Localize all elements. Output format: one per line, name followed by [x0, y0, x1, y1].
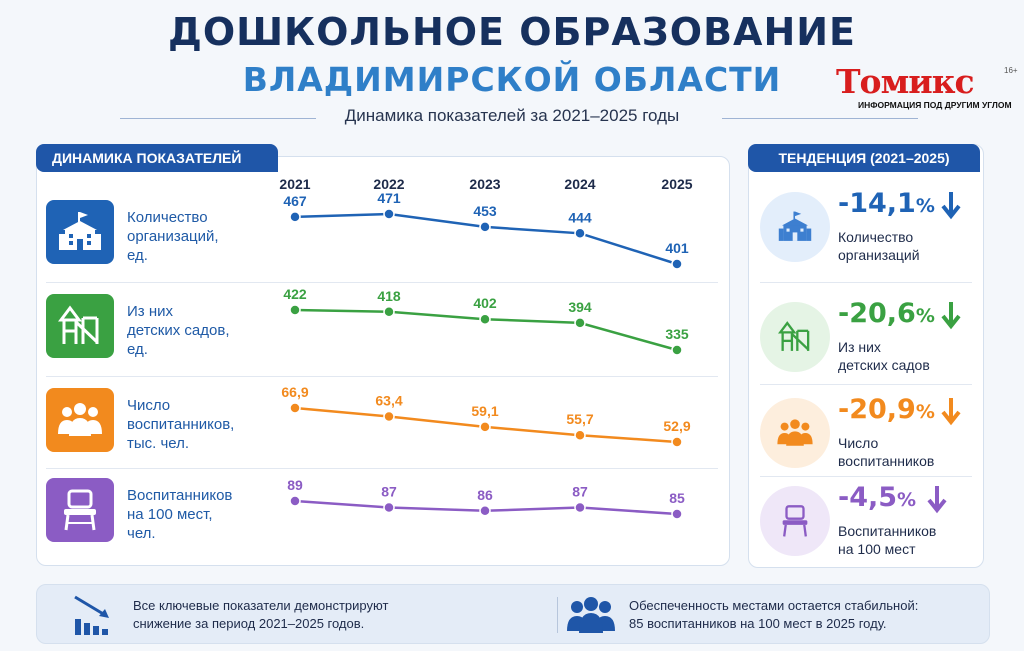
trend-card-pupils-per-100: -4,5% Воспитанников на 100 мест	[760, 480, 982, 570]
data-label: 86	[477, 487, 493, 503]
arrow-down-icon	[941, 192, 961, 220]
data-label: 55,7	[566, 411, 593, 427]
data-label: 85	[669, 490, 685, 506]
dynamics-panel	[36, 156, 730, 566]
chair-icon	[760, 486, 830, 556]
chart-subtitle: Динамика показателей за 2021–2025 годы	[344, 106, 680, 125]
data-point	[383, 306, 395, 318]
logo-tagline: ИНФОРМАЦИЯ ПОД ДРУГИМ УГЛОМ	[858, 100, 1012, 110]
data-point	[671, 436, 683, 448]
data-point	[574, 501, 586, 514]
trend-divider	[760, 476, 972, 477]
trend-divider	[760, 282, 972, 283]
school-building-icon	[46, 200, 114, 264]
school-building-icon	[760, 192, 830, 262]
footer-right-text: Обеспеченность местами остается стабильн…	[629, 598, 919, 631]
data-point	[671, 344, 683, 356]
summary-footer: Все ключевые показатели демонстрируют сн…	[36, 584, 990, 644]
people-group-icon	[567, 597, 615, 633]
data-point	[479, 505, 491, 517]
data-point	[479, 421, 491, 433]
data-point	[574, 227, 586, 240]
data-point	[479, 221, 491, 233]
playground-icon	[46, 294, 114, 358]
data-point	[289, 304, 301, 316]
data-point	[289, 211, 301, 223]
data-point	[289, 495, 301, 507]
row-divider	[46, 282, 718, 283]
footer-left-text: Все ключевые показатели демонстрируют сн…	[133, 598, 389, 631]
data-label: 422	[283, 286, 307, 302]
data-label: 401	[665, 240, 689, 256]
x-tick-label: 2024	[564, 176, 595, 192]
data-point	[383, 208, 395, 220]
main-subtitle-region: ВЛАДИМИРСКОЙ ОБЛАСТИ	[242, 60, 782, 99]
data-point	[383, 501, 395, 514]
subtitle-rule-left	[120, 118, 316, 119]
dynamics-panel-heading: ДИНАМИКА ПОКАЗАТЕЛЕЙ	[36, 144, 278, 172]
data-point	[383, 410, 395, 423]
trend-value: -4,5%	[838, 482, 917, 513]
subtitle-rule-right	[722, 118, 918, 119]
row-label-organizations: Количество организаций, ед.	[127, 209, 219, 264]
logo-name: Томикс	[836, 62, 975, 101]
data-label: 335	[665, 326, 689, 342]
data-label: 467	[283, 193, 307, 209]
chair-icon	[46, 478, 114, 542]
data-label: 63,4	[375, 393, 402, 409]
data-point	[574, 317, 586, 329]
trend-description: Из них детских садов	[838, 339, 930, 373]
row-label-pupils: Число воспитанников, тыс. чел.	[127, 397, 235, 452]
data-point	[671, 258, 683, 270]
logo-age-rating: 16+	[1004, 66, 1018, 75]
trend-description: Воспитанников на 100 мест	[838, 523, 937, 557]
x-tick-label: 2021	[279, 176, 310, 192]
arrow-down-icon	[927, 486, 947, 514]
x-tick-label: 2023	[469, 176, 500, 192]
trend-panel-heading: ТЕНДЕНЦИЯ (2021–2025)	[748, 144, 980, 172]
data-label: 59,1	[471, 403, 498, 419]
children-group-icon	[46, 388, 114, 452]
data-label: 453	[473, 203, 497, 219]
x-tick-label: 2025	[661, 176, 692, 192]
row-label-kindergartens: Из них детских садов, ед.	[127, 303, 230, 358]
data-label: 394	[568, 299, 592, 315]
tomiks-logo: Томикс 16+ ИНФОРМАЦИЯ ПОД ДРУГИМ УГЛОМ	[836, 62, 1018, 114]
data-label: 66,9	[281, 384, 308, 400]
trend-value: -20,6%	[838, 298, 935, 329]
arrow-down-icon	[941, 302, 961, 330]
data-label: 418	[377, 288, 401, 304]
data-label: 87	[572, 484, 588, 500]
trend-description: Количество организаций	[838, 229, 920, 263]
trend-description: Число воспитанников	[838, 435, 935, 469]
row-label-pupils-per-100: Воспитанников на 100 мест, чел.	[127, 487, 233, 542]
main-title: ДОШКОЛЬНОЕ ОБРАЗОВАНИЕ	[167, 10, 857, 54]
data-label: 444	[568, 209, 592, 225]
data-label: 89	[287, 477, 303, 493]
trend-card-organizations: -14,1% Количество организаций	[760, 186, 982, 276]
trend-value: -20,9%	[838, 394, 935, 425]
trend-card-pupils: -20,9% Число воспитанников	[760, 392, 982, 482]
footer-separator	[557, 597, 558, 633]
row-divider	[46, 376, 718, 377]
row-divider	[46, 468, 718, 469]
data-label: 471	[377, 190, 401, 206]
data-point	[479, 313, 491, 325]
declining-chart-icon	[74, 595, 109, 635]
trend-divider	[760, 384, 972, 385]
data-label: 87	[381, 484, 397, 500]
data-label: 402	[473, 295, 497, 311]
trend-value: -14,1%	[838, 188, 935, 219]
trend-card-kindergartens: -20,6% Из них детских садов	[760, 296, 982, 386]
data-point	[574, 429, 586, 441]
data-label: 52,9	[663, 418, 690, 434]
x-tick-label: 2022	[373, 176, 404, 192]
data-point	[289, 402, 301, 414]
children-group-icon	[760, 398, 830, 468]
playground-icon	[760, 302, 830, 372]
data-point	[671, 508, 683, 520]
arrow-down-icon	[941, 398, 961, 426]
